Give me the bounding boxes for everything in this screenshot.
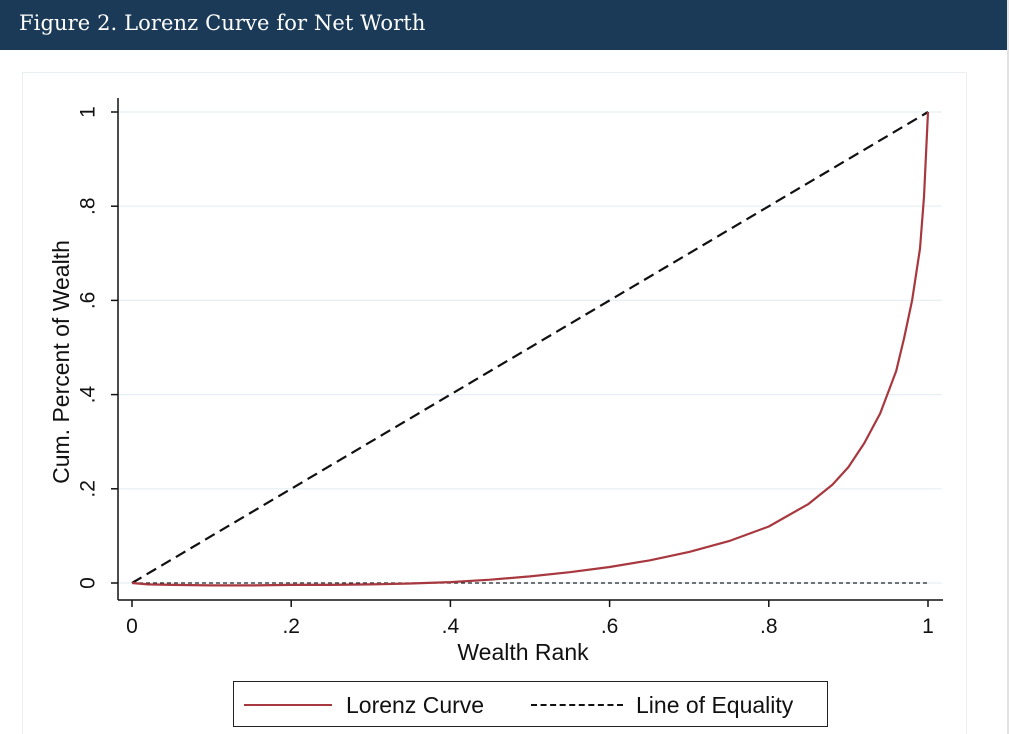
y-tick-label-2: .4	[77, 386, 100, 404]
series-layer	[131, 111, 930, 587]
frame-border	[1007, 0, 1009, 734]
x-tick-label-5: 1	[922, 615, 934, 638]
grid-layer	[118, 111, 942, 584]
x-axis-title: Wealth Rank	[457, 639, 589, 665]
y-tick-label-0: 0	[77, 577, 100, 589]
y-tick-label-1: .2	[77, 480, 100, 498]
x-tick-label-2: .4	[442, 615, 460, 638]
y-tick-label-5: 1	[77, 106, 100, 118]
x-tick-label-1: .2	[282, 615, 300, 638]
y-axis-title: Cum. Percent of Wealth	[48, 240, 74, 484]
y-tick-label-4: .8	[77, 197, 100, 215]
legend-swatch-equality	[531, 704, 623, 706]
axis-layer	[111, 98, 943, 607]
figure-title: Figure 2. Lorenz Curve for Net Worth	[19, 11, 426, 35]
series-line-0	[131, 111, 930, 587]
x-tick-label-0: 0	[126, 615, 138, 638]
y-tick-label-3: .6	[77, 292, 100, 310]
chart-legend: Lorenz Curve Line of Equality	[233, 681, 828, 727]
series-line-1	[131, 111, 929, 584]
figure-header: Figure 2. Lorenz Curve for Net Worth	[0, 0, 1008, 50]
legend-swatch-lorenz	[244, 704, 332, 706]
x-tick-label-4: .8	[760, 615, 778, 638]
legend-label-equality: Line of Equality	[636, 692, 794, 718]
plot-region-frame	[22, 72, 967, 734]
x-tick-label-3: .6	[601, 615, 619, 638]
legend-label-lorenz: Lorenz Curve	[346, 692, 485, 718]
label-layer: 0 .2 .4 .6 .8 1 0 .2 .4 .6 .8 1 Wealth Rank Cum. Perc…	[48, 106, 934, 665]
